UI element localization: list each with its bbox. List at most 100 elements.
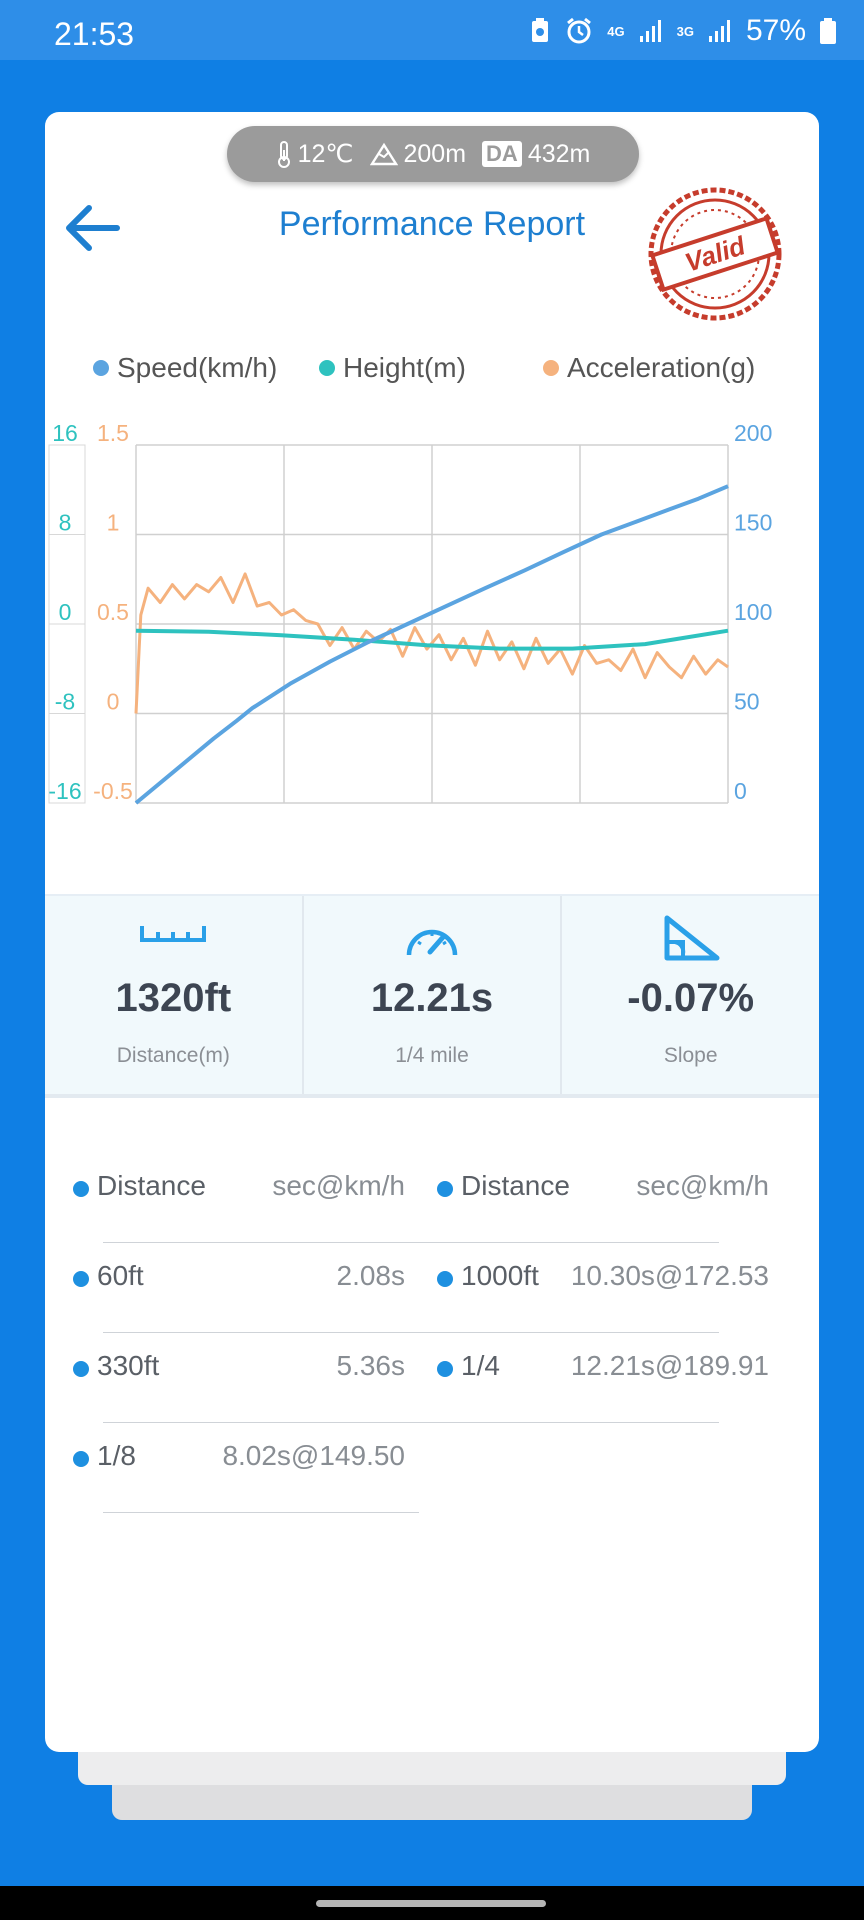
- report-card: 12℃ 200m DA 432m Performance Report Vali…: [45, 112, 819, 1752]
- acceleration-series-line: [134, 572, 729, 714]
- acceleration-tick-label: 0.5: [97, 599, 129, 625]
- density-altitude-item: DA 432m: [482, 140, 590, 169]
- chart-legend: Speed(km/h) Height(m) Acceleration(g): [69, 352, 809, 392]
- back-arrow-icon[interactable]: [59, 198, 125, 258]
- bullet-dot: [73, 1271, 89, 1287]
- row-separator: [103, 1242, 419, 1243]
- legend-height-label: Height(m): [343, 352, 466, 383]
- bullet-dot: [73, 1451, 89, 1467]
- network-type-3g: 3G: [676, 23, 694, 39]
- result-time: 12.21s@189.91: [570, 1350, 769, 1381]
- altitude-item: 200m: [369, 139, 467, 169]
- height-series-line: [135, 628, 729, 651]
- result-distance: 1/4: [461, 1350, 500, 1381]
- results-header-right: Distance sec@km/h: [403, 1152, 769, 1243]
- ruler-icon: [140, 926, 207, 942]
- stats-panel: 1320ft Distance(m) 12.21s 1/4 mile -0.07…: [45, 896, 819, 1098]
- row-separator: [403, 1242, 719, 1243]
- stat-slope-value: -0.07%: [627, 976, 755, 1020]
- results-header-right-name: Distance: [461, 1170, 570, 1201]
- legend-acceleration[interactable]: Acceleration(g): [543, 352, 755, 384]
- row-separator: [103, 1332, 419, 1333]
- result-row: 60ft 2.08s: [45, 1242, 419, 1333]
- page-title: Performance Report: [278, 205, 586, 243]
- acceleration-tick-label: -0.5: [93, 778, 133, 804]
- signal-icon-2: [708, 20, 730, 42]
- speed-tick-label: 0: [734, 778, 747, 804]
- speed-series-line: [134, 484, 729, 805]
- da-badge: DA: [482, 141, 522, 167]
- temperature-item: 12℃: [276, 139, 354, 169]
- battery-percent: 57%: [745, 14, 806, 47]
- stat-slope-label: Slope: [663, 1044, 718, 1067]
- alarm-icon: [567, 17, 592, 44]
- result-distance: 1/8: [97, 1440, 136, 1471]
- valid-stamp: Valid: [648, 187, 782, 321]
- height-tick-label: -16: [48, 778, 81, 804]
- result-time: 8.02s@149.50: [222, 1440, 405, 1471]
- signal-icon: [639, 20, 661, 42]
- results-header-left: Distance sec@km/h: [45, 1152, 419, 1243]
- navigation-bar: [0, 1886, 864, 1920]
- speedometer-icon: [406, 929, 458, 956]
- mountain-icon: [369, 142, 398, 166]
- result-row: 1000ft 10.30s@172.53: [403, 1242, 769, 1333]
- height-tick-label: -8: [55, 689, 75, 715]
- result-row: 1/4 12.21s@189.91: [403, 1332, 769, 1423]
- environment-pill: 12℃ 200m DA 432m: [227, 126, 639, 182]
- result-distance: 60ft: [97, 1260, 144, 1291]
- altitude-value: 200m: [403, 139, 467, 168]
- row-separator: [103, 1512, 419, 1513]
- height-tick-label: 16: [52, 420, 78, 446]
- network-type-4g: 4G: [607, 23, 625, 39]
- stat-time-value: 12.21s: [370, 976, 494, 1020]
- legend-acceleration-label: Acceleration(g): [567, 352, 756, 383]
- row-separator: [403, 1332, 719, 1333]
- acceleration-tick-label: 0: [107, 689, 120, 715]
- legend-height-dot: [319, 360, 335, 376]
- result-distance: 330ft: [97, 1350, 160, 1381]
- performance-chart: 16 8 0 -8 -16 1.5 1 0.5 0 -0.5 200 150 100 50 0: [48, 420, 772, 805]
- section-divider: [45, 894, 819, 896]
- density-altitude-value: 432m: [527, 139, 591, 168]
- results-header-left-name: Distance: [97, 1170, 206, 1201]
- height-tick-label: 0: [59, 599, 72, 625]
- status-bar: 21:53 4G 3G 57%: [0, 0, 864, 60]
- speed-tick-label: 200: [734, 420, 772, 446]
- legend-speed-label: Speed(km/h): [117, 352, 278, 383]
- legend-speed[interactable]: Speed(km/h): [93, 352, 277, 384]
- result-time: 10.30s@172.53: [570, 1260, 769, 1291]
- stat-distance-label: Distance(m): [116, 1044, 230, 1067]
- stat-time-label: 1/4 mile: [395, 1044, 469, 1067]
- results-header-left-value: sec@km/h: [272, 1170, 405, 1201]
- speed-tick-label: 50: [734, 689, 760, 715]
- row-separator: [103, 1422, 419, 1423]
- stat-distance: 1320ft Distance(m): [45, 896, 304, 1094]
- speed-tick-label: 150: [734, 510, 772, 536]
- result-row: 1/8 8.02s@149.50: [45, 1422, 419, 1513]
- home-gesture-handle[interactable]: [316, 1900, 546, 1907]
- height-tick-label: 8: [59, 510, 72, 536]
- status-time: 21:53: [54, 16, 135, 52]
- stat-slope: -0.07% Slope: [562, 896, 819, 1094]
- result-row: 330ft 5.36s: [45, 1332, 419, 1423]
- legend-height[interactable]: Height(m): [319, 352, 466, 384]
- stat-distance-value: 1320ft: [115, 976, 232, 1020]
- bullet-dot: [73, 1181, 89, 1197]
- speed-tick-label: 100: [734, 599, 772, 625]
- result-time: 5.36s: [336, 1350, 406, 1381]
- row-separator: [403, 1422, 719, 1423]
- bullet-dot: [437, 1181, 453, 1197]
- slope-icon: [664, 915, 720, 961]
- acceleration-tick-label: 1: [107, 510, 120, 536]
- stat-time: 12.21s 1/4 mile: [304, 896, 563, 1094]
- legend-acceleration-dot: [543, 360, 559, 376]
- bullet-dot: [437, 1271, 453, 1287]
- battery-icon: [820, 18, 836, 44]
- acceleration-tick-label: 1.5: [97, 420, 129, 446]
- result-distance: 1000ft: [461, 1260, 539, 1291]
- results-header-right-value: sec@km/h: [636, 1170, 769, 1201]
- result-time: 2.08s: [336, 1260, 406, 1291]
- bullet-dot: [73, 1361, 89, 1377]
- battery-saver-icon: [532, 18, 549, 42]
